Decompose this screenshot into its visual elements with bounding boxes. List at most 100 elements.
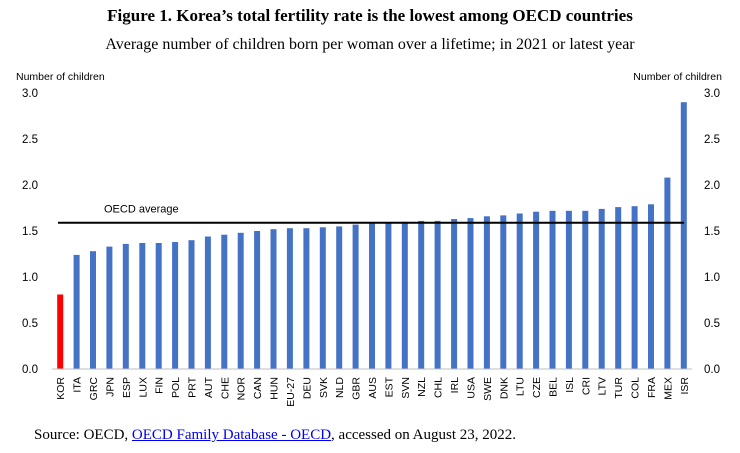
bar-fin xyxy=(155,243,162,369)
bar-deu xyxy=(303,228,310,369)
figure-title: Figure 1. Korea’s total fertility rate i… xyxy=(107,6,633,25)
x-tick-label: ITA xyxy=(72,377,84,393)
y-tick-label-right: 0.0 xyxy=(704,364,720,376)
source-note: Source: OECD, OECD Family Database - OEC… xyxy=(34,427,516,444)
bar-lux xyxy=(139,243,146,369)
bar-che xyxy=(221,234,228,369)
x-tick-label: KOR xyxy=(55,377,67,400)
bar-cri xyxy=(582,210,589,369)
x-tick-label: EU-27 xyxy=(285,377,297,407)
x-tick-label: MEX xyxy=(662,377,674,400)
y-tick-label-right: 3.0 xyxy=(704,88,720,100)
y-tick-label-left: 0.5 xyxy=(22,318,38,330)
bar-fra xyxy=(648,204,654,369)
bar-bel xyxy=(549,210,556,369)
bar-nzl xyxy=(418,220,425,369)
source-link[interactable]: OECD Family Database - OECD xyxy=(131,427,332,443)
x-tick-label: GRC xyxy=(88,377,100,401)
bar-esp xyxy=(122,243,129,369)
y-tick-label-right: 0.5 xyxy=(704,318,720,330)
x-tick-label: GBR xyxy=(351,377,363,400)
x-tick-labels: KOR ITA GRC JPN ESP LUX FIN POL PRT AUT CHE NOR CAN H… xyxy=(55,376,691,406)
bar-col xyxy=(631,206,638,369)
bar-ltu xyxy=(516,213,523,369)
bar-kor xyxy=(57,294,64,369)
bar-usa xyxy=(467,218,474,369)
y-tick-label-left: 2.0 xyxy=(22,180,38,192)
y-ticks-left: 0.0 0.5 1.0 1.5 2.0 2.5 3.0 xyxy=(22,88,38,376)
oecd-average-label: OECD average xyxy=(104,204,179,216)
x-tick-label: BEL xyxy=(548,377,560,397)
x-tick-label: IRL xyxy=(449,377,461,394)
y-tick-label-right: 1.0 xyxy=(704,272,720,284)
x-tick-label: CZE xyxy=(531,377,543,398)
bar-tur xyxy=(615,207,622,369)
bar-jpn xyxy=(106,246,113,369)
bar-svk xyxy=(319,227,326,369)
bar-mex xyxy=(664,177,671,369)
x-tick-label: NOR xyxy=(236,377,248,401)
x-tick-label: NLD xyxy=(334,377,346,398)
bar-nor xyxy=(237,232,244,369)
bar-pol xyxy=(172,242,179,369)
bar-est xyxy=(385,222,392,369)
y-ticks-right: 0.0 0.5 1.0 1.5 2.0 2.5 3.0 xyxy=(704,88,720,376)
bar-gbr xyxy=(352,224,359,369)
x-tick-label: CHL xyxy=(433,377,445,398)
bar-isr xyxy=(680,102,687,369)
bar-chl xyxy=(434,220,441,369)
x-tick-label: CAN xyxy=(252,377,264,399)
bar-hun xyxy=(270,229,277,369)
bar-irl xyxy=(451,219,458,369)
y-tick-label-left: 1.5 xyxy=(22,226,38,238)
x-tick-label: COL xyxy=(630,377,642,399)
source-suffix: , accessed on August 23, 2022. xyxy=(331,427,517,443)
x-tick-label: HUN xyxy=(269,377,281,400)
x-tick-label: CRI xyxy=(580,377,592,395)
x-tick-label: SWE xyxy=(482,377,494,401)
x-tick-label: LTU xyxy=(515,377,527,396)
bar-grc xyxy=(90,251,96,369)
x-tick-label: NZL xyxy=(416,377,428,397)
x-tick-label: EST xyxy=(383,376,395,397)
bar-can xyxy=(254,231,261,369)
x-tick-label: ISL xyxy=(564,377,576,393)
source-prefix: Source: OECD, xyxy=(34,427,132,443)
bar-ita xyxy=(73,254,80,369)
x-tick-label: DEU xyxy=(301,377,313,399)
bar-cze xyxy=(533,211,540,369)
bar-dnk xyxy=(500,215,507,369)
x-tick-label: ISR xyxy=(679,377,691,395)
bars-group xyxy=(57,102,687,369)
x-tick-label: ESP xyxy=(121,377,133,398)
x-tick-label: TUR xyxy=(613,377,625,399)
y-axis-label-right: Number of children xyxy=(633,71,722,83)
x-tick-label: LUX xyxy=(137,377,149,397)
y-axis-label-left: Number of children xyxy=(16,71,105,83)
y-tick-label-left: 3.0 xyxy=(22,88,38,100)
bar-ltv xyxy=(598,208,605,369)
y-tick-label-left: 1.0 xyxy=(22,272,38,284)
y-tick-label-left: 2.5 xyxy=(22,134,38,146)
y-tick-label-right: 1.5 xyxy=(704,226,720,238)
x-tick-label: SVK xyxy=(318,377,330,398)
x-tick-label: SVN xyxy=(400,377,412,399)
x-tick-label: AUS xyxy=(367,377,379,399)
x-tick-label: JPN xyxy=(104,377,116,397)
figure-subtitle: Average number of children born per woma… xyxy=(105,36,635,53)
bar-prt xyxy=(188,240,195,369)
bar-nld xyxy=(336,226,343,369)
x-tick-label: PRT xyxy=(187,376,199,397)
x-tick-label: POL xyxy=(170,377,182,398)
x-tick-label: FRA xyxy=(646,377,658,398)
bar-aut xyxy=(204,236,211,369)
bar-swe xyxy=(483,216,490,369)
y-tick-label-right: 2.5 xyxy=(704,134,720,146)
bar-svn xyxy=(401,221,408,369)
x-tick-label: FIN xyxy=(154,377,166,394)
y-tick-label-right: 2.0 xyxy=(704,180,720,192)
x-tick-label: DNK xyxy=(498,377,510,399)
x-tick-label: USA xyxy=(466,377,478,399)
bar-eu-27 xyxy=(286,228,293,369)
